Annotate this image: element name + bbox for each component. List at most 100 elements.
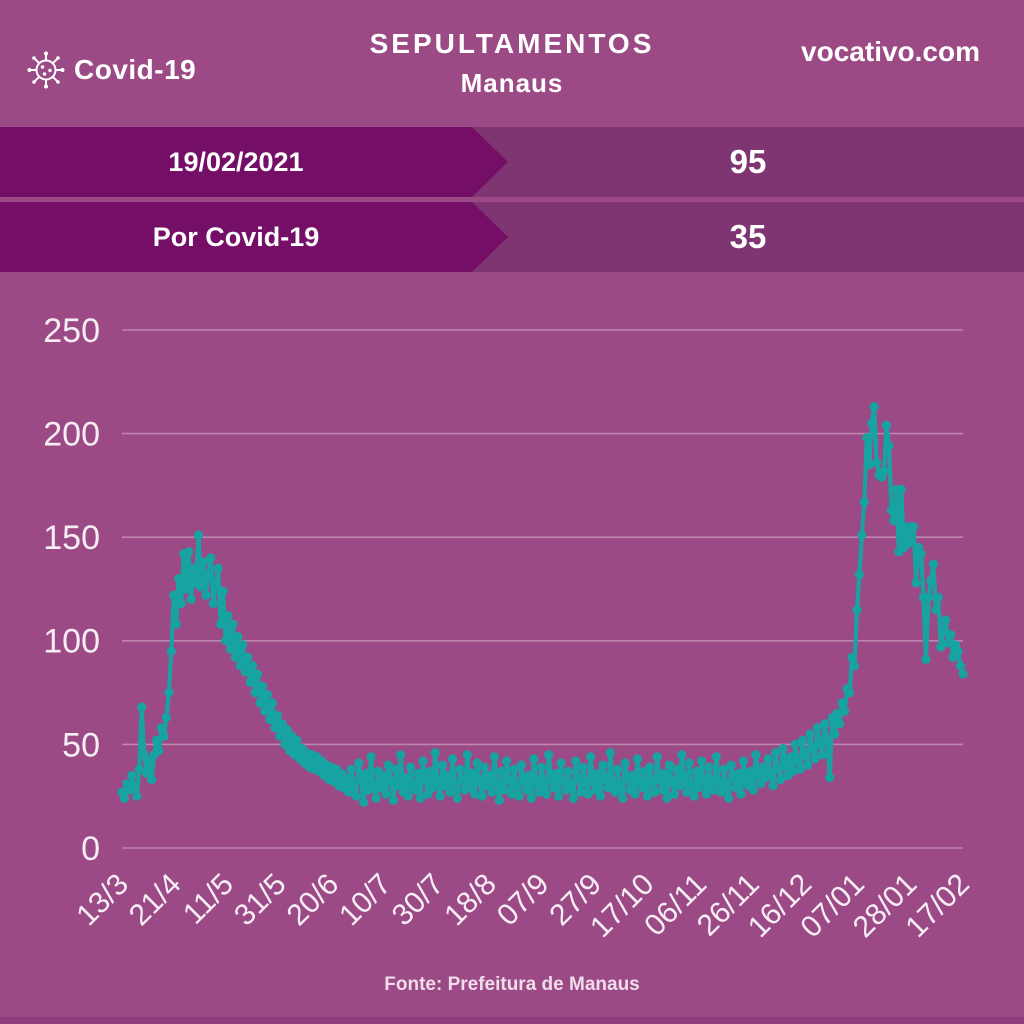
data-point-marker — [378, 770, 388, 781]
data-point-marker — [529, 754, 539, 764]
chart-title: SEPULTAMENTOS — [369, 28, 655, 59]
data-point-marker — [238, 640, 248, 650]
data-point-marker — [364, 785, 374, 795]
data-point-marker — [418, 756, 428, 766]
value-band — [472, 127, 1024, 197]
data-point-marker — [147, 775, 157, 785]
data-point-marker — [472, 758, 482, 768]
data-point-marker — [652, 752, 662, 762]
data-point-marker — [262, 690, 273, 700]
data-point-marker — [381, 789, 391, 799]
data-point-marker — [467, 768, 477, 779]
data-point-marker — [845, 688, 855, 698]
data-point-marker — [657, 785, 667, 795]
data-point-marker — [689, 791, 699, 801]
data-point-marker — [277, 719, 287, 729]
covid-logo-label: Covid-19 — [74, 54, 197, 85]
data-point-marker — [119, 793, 130, 803]
data-point-marker — [171, 619, 181, 629]
data-point-marker — [218, 586, 228, 596]
data-point-marker — [366, 752, 376, 762]
data-point-marker — [697, 756, 707, 766]
data-point-marker — [788, 766, 798, 776]
data-point-marker — [753, 770, 763, 781]
data-point-marker — [159, 731, 169, 741]
data-point-marker — [618, 793, 628, 803]
data-point-marker — [420, 775, 430, 785]
data-point-marker — [275, 731, 285, 741]
date-label: 19/02/2021 — [0, 127, 472, 197]
data-point-marker — [509, 764, 519, 774]
value-band — [472, 202, 1024, 272]
data-point-marker — [771, 748, 781, 758]
data-point-marker — [923, 592, 934, 602]
data-point-marker — [699, 775, 709, 785]
data-point-marker — [386, 777, 396, 787]
data-point-marker — [245, 677, 255, 687]
data-point-marker — [546, 775, 556, 785]
x-axis-label: 20/6 — [281, 868, 346, 933]
y-axis-label: 100 — [43, 623, 100, 661]
data-point-marker — [151, 735, 162, 745]
data-point-marker — [775, 775, 786, 785]
data-point-marker — [578, 762, 588, 772]
data-point-marker — [376, 783, 386, 793]
data-point-marker — [911, 578, 921, 588]
data-point-marker — [134, 764, 144, 774]
data-point-marker — [497, 766, 507, 776]
data-point-marker — [642, 791, 652, 801]
data-point-marker — [201, 590, 211, 600]
data-point-marker — [938, 625, 948, 636]
data-point-marker — [803, 760, 813, 770]
data-point-marker — [714, 777, 724, 787]
data-point-marker — [206, 553, 216, 563]
data-point-marker — [864, 460, 874, 470]
y-axis-label: 50 — [62, 726, 100, 764]
data-point-marker — [169, 590, 179, 600]
data-point-marker — [766, 768, 776, 779]
data-point-marker — [751, 750, 761, 760]
data-point-marker — [608, 779, 618, 789]
data-point-marker — [193, 530, 204, 540]
data-point-marker — [627, 770, 638, 781]
data-point-marker — [359, 797, 369, 808]
data-point-marker — [184, 547, 194, 557]
data-point-marker — [941, 615, 951, 625]
summary-row-covid: Por Covid-19 35 — [0, 202, 1024, 272]
data-point-marker — [482, 781, 492, 791]
data-point-marker — [820, 719, 830, 729]
data-point-marker — [198, 557, 208, 567]
arrow-right-icon — [472, 127, 508, 197]
data-point-marker — [396, 750, 406, 760]
data-point-marker — [808, 743, 818, 754]
data-point-marker — [534, 787, 544, 797]
data-point-marker — [423, 789, 433, 799]
data-point-marker — [620, 758, 630, 768]
data-point-marker — [909, 522, 919, 532]
data-point-marker — [156, 723, 167, 733]
data-point-marker — [430, 748, 440, 758]
data-point-marker — [933, 592, 943, 602]
data-point-marker — [867, 418, 877, 428]
x-axis-label: 10/7 — [333, 868, 398, 933]
data-point-marker — [798, 735, 808, 745]
data-point-marker — [154, 746, 164, 756]
data-point-marker — [511, 781, 522, 791]
data-point-marker — [401, 773, 411, 783]
data-point-marker — [243, 652, 253, 663]
data-point-marker — [926, 576, 936, 586]
data-point-marker — [563, 766, 574, 776]
data-point-marker — [731, 783, 741, 793]
data-point-marker — [442, 770, 453, 781]
virus-icon — [27, 51, 65, 89]
data-point-marker — [645, 762, 655, 772]
summary-row-date: 19/02/2021 95 — [0, 127, 1024, 197]
data-point-marker — [916, 549, 926, 559]
title-block: SEPULTAMENTOS Manaus — [0, 28, 1024, 97]
data-point-marker — [758, 762, 768, 772]
data-point-marker — [748, 785, 759, 795]
data-point-marker — [272, 710, 282, 721]
data-point-marker — [479, 762, 490, 772]
data-point-marker — [519, 777, 529, 787]
data-point-marker — [896, 484, 906, 495]
